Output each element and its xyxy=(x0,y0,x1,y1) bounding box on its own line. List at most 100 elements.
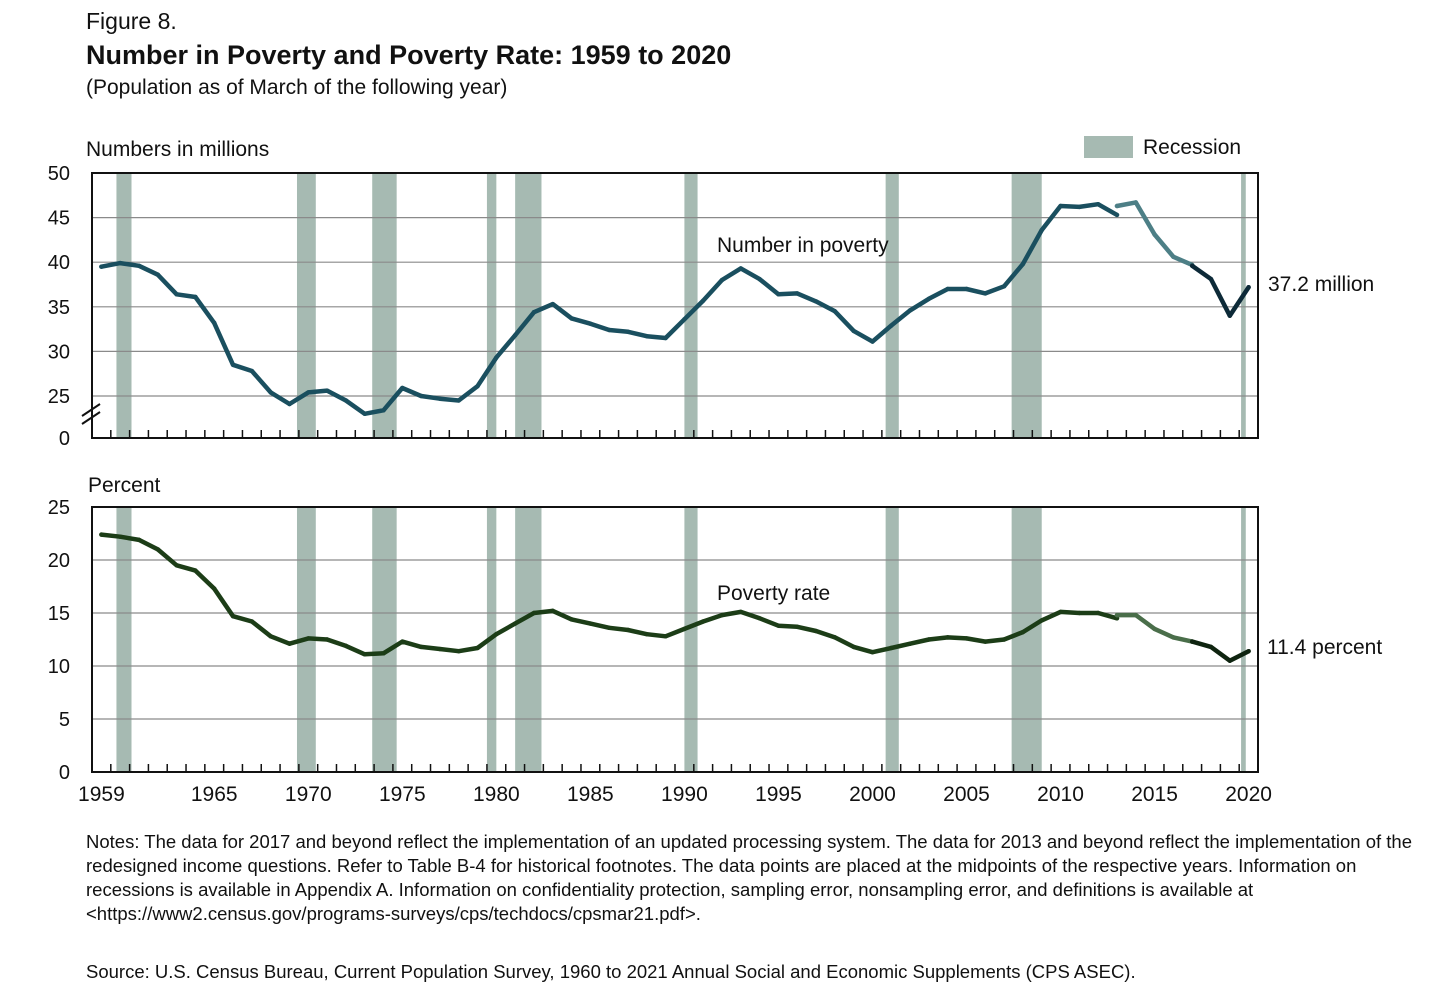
bottom-ylabel: Percent xyxy=(88,474,161,497)
number-data-point xyxy=(400,385,405,391)
rate-plot-frame xyxy=(91,506,1259,773)
xtick-label: 2010 xyxy=(1037,783,1084,806)
poverty-chart: Recession Numbers in millions Percent 50… xyxy=(48,136,1382,806)
chart-notes: Notes: The data for 2017 and beyond refl… xyxy=(86,831,1412,924)
rate-data-point xyxy=(776,623,781,628)
number-plot-frame xyxy=(91,172,1259,439)
rate-data-point xyxy=(193,568,198,573)
rate-data-point xyxy=(701,619,706,624)
rate-data-point xyxy=(606,625,612,631)
number-data-point xyxy=(1208,276,1214,282)
rate-recession-band-8 xyxy=(1241,507,1246,772)
number-ytick-label: 40 xyxy=(48,252,70,274)
number-data-point xyxy=(362,411,367,417)
legend-recession-label: Recession xyxy=(1143,136,1241,159)
number-data-point xyxy=(719,277,725,283)
number-data-point xyxy=(757,276,762,282)
number-data-point xyxy=(701,298,706,303)
xtick-label: 2005 xyxy=(943,783,990,806)
number-data-point xyxy=(118,260,123,266)
number-data-point xyxy=(1114,203,1120,209)
rate-data-point xyxy=(907,641,913,646)
rate-data-point xyxy=(832,635,838,640)
rate-data-point xyxy=(1114,612,1120,618)
rate-data-point xyxy=(249,619,255,624)
rate-data-point xyxy=(1133,612,1138,618)
rate-data-point xyxy=(456,648,461,654)
number-ytick-label: 25 xyxy=(48,386,70,408)
rate-data-point xyxy=(663,634,668,639)
xtick-label: 1990 xyxy=(661,783,708,806)
rate-data-point xyxy=(569,617,574,622)
number-data-point xyxy=(606,327,612,333)
rate-ytick-label: 25 xyxy=(48,497,70,519)
rate-data-point xyxy=(268,634,273,639)
rate-data-point xyxy=(550,608,555,614)
number-data-point xyxy=(193,294,198,300)
number-data-point xyxy=(268,390,273,395)
number-recession-band-5 xyxy=(684,173,698,438)
number-data-point xyxy=(324,388,330,393)
number-data-point xyxy=(851,328,856,334)
rate-data-point xyxy=(1039,618,1044,623)
rate-data-point xyxy=(870,650,875,655)
number-data-point xyxy=(249,368,255,374)
chart-subtitle: (Population as of March of the following… xyxy=(86,76,508,99)
rate-ytick-label: 20 xyxy=(48,550,70,572)
xtick-label: 1959 xyxy=(78,783,125,806)
bottom-end-label: 11.4 percent xyxy=(1267,636,1382,659)
x-axis-labels: 1959 1965 1970 1975 1980 1985 1990 1995 2000 2005… xyxy=(78,783,1272,806)
number-data-point xyxy=(230,362,236,367)
rate-data-point xyxy=(155,547,161,552)
number-data-point xyxy=(174,292,179,297)
xtick-label: 1985 xyxy=(567,783,614,806)
bottom-series-label: Poverty rate xyxy=(717,582,830,605)
rate-data-point xyxy=(945,635,950,640)
top-panel: 50 45 40 35 30 25 0 xyxy=(48,163,1259,450)
rate-ytick-label: 15 xyxy=(48,603,70,625)
number-data-point xyxy=(776,292,781,297)
xtick-label: 1975 xyxy=(379,783,426,806)
number-data-point xyxy=(569,316,574,321)
number-data-point xyxy=(1114,212,1120,218)
number-data-point xyxy=(1095,202,1101,207)
top-ylabel: Numbers in millions xyxy=(86,138,269,161)
number-data-point xyxy=(381,408,386,413)
number-data-point xyxy=(738,266,744,271)
number-recession-band-8 xyxy=(1241,173,1246,438)
number-data-point xyxy=(494,355,499,360)
rate-data-point xyxy=(1020,629,1026,635)
figure-label: Figure 8. xyxy=(86,8,177,34)
number-recession-band-4 xyxy=(515,173,542,438)
number-data-point xyxy=(907,308,913,313)
rate-series-line-0 xyxy=(99,532,1120,657)
rate-data-point xyxy=(813,628,819,634)
number-data-point xyxy=(136,263,142,268)
rate-data-point xyxy=(475,645,480,651)
number-data-point xyxy=(889,323,894,328)
number-recession-band-0 xyxy=(116,173,132,438)
number-series-line-0 xyxy=(99,201,1120,417)
rate-data-point xyxy=(983,639,988,644)
rate-data-point xyxy=(795,624,800,629)
rate-data-point xyxy=(588,621,593,626)
number-ytick-label: 35 xyxy=(48,297,70,319)
rate-recession-band-5 xyxy=(684,507,698,772)
rate-ytick-label: 0 xyxy=(59,762,70,784)
rate-data-point xyxy=(418,644,424,650)
xtick-label: 1995 xyxy=(755,783,802,806)
number-recession-band-6 xyxy=(885,173,899,438)
rate-data-point xyxy=(964,636,969,641)
number-ytick-label: 50 xyxy=(48,163,70,185)
rate-data-point xyxy=(1208,644,1214,650)
number-data-point xyxy=(1001,284,1007,289)
number-data-point xyxy=(945,286,950,292)
number-data-point xyxy=(1246,284,1251,290)
xtick-label: 1980 xyxy=(473,783,520,806)
number-data-point xyxy=(287,401,292,407)
rate-data-point xyxy=(625,627,631,633)
number-data-point xyxy=(437,396,443,401)
rate-data-point xyxy=(381,651,386,656)
number-data-point xyxy=(512,333,518,338)
number-data-point xyxy=(456,398,461,403)
